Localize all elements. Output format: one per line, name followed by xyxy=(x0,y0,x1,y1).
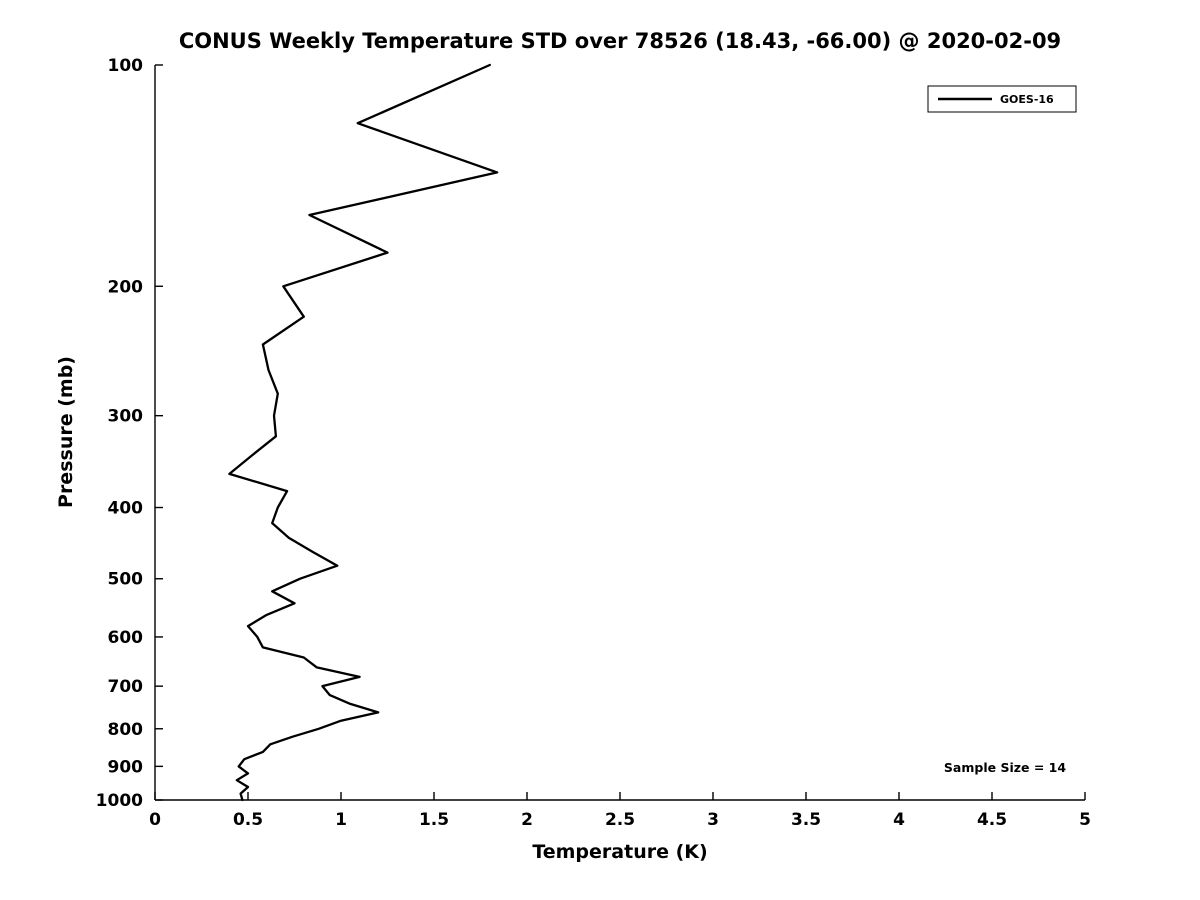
sample-size-annotation: Sample Size = 14 xyxy=(944,760,1066,775)
chart-title: CONUS Weekly Temperature STD over 78526 … xyxy=(179,29,1061,53)
y-tick-label: 700 xyxy=(108,677,144,697)
y-tick-label: 600 xyxy=(108,628,144,648)
x-tick-label: 0.5 xyxy=(233,810,263,830)
legend-series-label: GOES-16 xyxy=(1000,93,1054,106)
y-tick-label: 400 xyxy=(108,499,144,519)
x-tick-label: 4 xyxy=(893,810,905,830)
legend: GOES-16 xyxy=(927,85,1077,113)
x-axis-label: Temperature (K) xyxy=(532,841,707,863)
y-tick-label: 200 xyxy=(108,277,144,297)
x-tick-label: 3.5 xyxy=(791,810,821,830)
x-tick-label: 3 xyxy=(707,810,719,830)
x-tick-label: 5 xyxy=(1079,810,1091,830)
y-axis-label: Pressure (mb) xyxy=(55,356,77,508)
x-tick-label: 0 xyxy=(149,810,161,830)
x-tick-label: 1.5 xyxy=(419,810,449,830)
y-tick-label: 500 xyxy=(108,570,144,590)
series-line-goes-16 xyxy=(228,63,499,802)
x-tick-label: 2 xyxy=(521,810,533,830)
y-tick-label: 800 xyxy=(108,720,144,740)
y-tick-label: 100 xyxy=(108,56,144,76)
y-tick-label: 1000 xyxy=(96,791,143,811)
x-tick-label: 4.5 xyxy=(977,810,1007,830)
data-series-layer xyxy=(228,63,499,802)
y-tick-label: 300 xyxy=(108,407,144,427)
x-tick-label: 1 xyxy=(335,810,347,830)
y-tick-label: 900 xyxy=(108,757,144,777)
x-tick-label: 2.5 xyxy=(605,810,635,830)
axes-layer: 0 0.5 1 1.5 2 2.5 3 3.5 4 4.5 5 100 200 300 400 500 600 7… xyxy=(96,56,1091,830)
